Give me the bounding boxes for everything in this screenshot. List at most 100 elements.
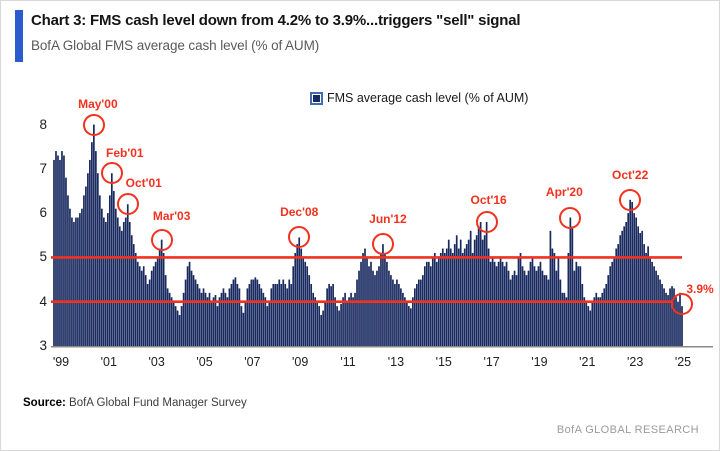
bar: [144, 275, 147, 346]
bar: [511, 275, 514, 346]
bar: [326, 288, 328, 346]
annotation-circle: [671, 292, 693, 315]
bar: [543, 275, 546, 346]
bar: [585, 301, 588, 346]
bar: [266, 306, 269, 346]
bar: [417, 279, 420, 346]
bar: [202, 288, 205, 346]
bar: [579, 266, 582, 346]
annotation-label: Mar'03: [152, 208, 191, 223]
bar: [220, 292, 223, 346]
bar: [447, 239, 450, 346]
bar: [469, 230, 472, 346]
bar: [545, 275, 548, 346]
bar: [651, 261, 653, 346]
bar: [551, 248, 554, 346]
bar: [503, 266, 506, 346]
bar: [104, 221, 107, 346]
bar: [298, 237, 301, 346]
bar: [378, 266, 380, 346]
bar: [100, 208, 103, 346]
bar: [633, 213, 636, 346]
bar: [481, 239, 484, 346]
bar: [188, 261, 191, 346]
bar: [132, 244, 135, 346]
bar: [641, 230, 643, 346]
bar: [457, 248, 460, 346]
bar: [168, 292, 171, 346]
bar: [344, 292, 346, 346]
annotation-label: May'00: [78, 96, 118, 111]
bar: [218, 297, 221, 346]
legend-marker-icon: [310, 91, 323, 105]
bar: [214, 295, 217, 346]
bar: [178, 314, 181, 346]
bar: [415, 283, 418, 346]
bar: [657, 275, 659, 346]
bar: [555, 270, 558, 346]
bar: [613, 257, 616, 346]
bar: [348, 297, 350, 346]
bar: [421, 275, 424, 346]
bar: [77, 217, 79, 346]
bar: [106, 213, 109, 346]
bar: [332, 283, 334, 346]
bar: [553, 252, 556, 346]
annotation-circle: [475, 210, 498, 233]
bar: [611, 261, 614, 346]
bar: [625, 221, 628, 346]
bar: [645, 252, 647, 346]
bar: [350, 292, 352, 346]
bar: [140, 270, 143, 346]
bar: [631, 202, 634, 346]
bar: [649, 257, 651, 346]
bar: [541, 270, 544, 346]
y-tick-label: 3: [39, 338, 47, 353]
bar: [320, 314, 322, 346]
bar: [200, 292, 203, 346]
x-tick-label: '03: [148, 355, 165, 369]
bar: [85, 186, 87, 346]
bar: [615, 248, 618, 346]
bar: [190, 270, 193, 346]
x-tick-label: '09: [292, 355, 309, 369]
bar: [252, 279, 255, 346]
bar: [276, 283, 279, 346]
bar: [394, 283, 396, 346]
bar: [152, 266, 155, 346]
y-tick-label: 4: [39, 293, 47, 309]
bar: [79, 213, 81, 346]
bar: [318, 306, 321, 346]
bar: [170, 297, 173, 346]
bar: [356, 279, 358, 346]
bar: [647, 246, 649, 346]
bar: [164, 275, 167, 346]
bar: [166, 288, 169, 346]
bar: [537, 266, 540, 346]
bar: [292, 266, 295, 346]
bar: [547, 279, 550, 346]
x-tick-label: '25: [674, 355, 692, 369]
x-tick-label: '15: [435, 355, 452, 369]
bar: [501, 261, 504, 346]
bar: [234, 277, 237, 346]
y-tick-label: 8: [39, 116, 47, 132]
bar: [244, 301, 247, 346]
bar: [114, 208, 117, 346]
bar: [260, 288, 263, 346]
bar: [300, 248, 303, 346]
bar: [67, 195, 69, 346]
bar: [93, 124, 95, 346]
bar: [91, 142, 93, 346]
bar: [527, 270, 530, 346]
bar: [272, 283, 275, 346]
bar: [53, 159, 55, 346]
bar: [296, 244, 299, 346]
bar: [386, 261, 388, 346]
bar: [57, 155, 59, 346]
annotation-label: Jun'12: [369, 212, 407, 227]
bar: [102, 217, 105, 346]
bar: [398, 283, 400, 346]
bar: [304, 261, 307, 346]
